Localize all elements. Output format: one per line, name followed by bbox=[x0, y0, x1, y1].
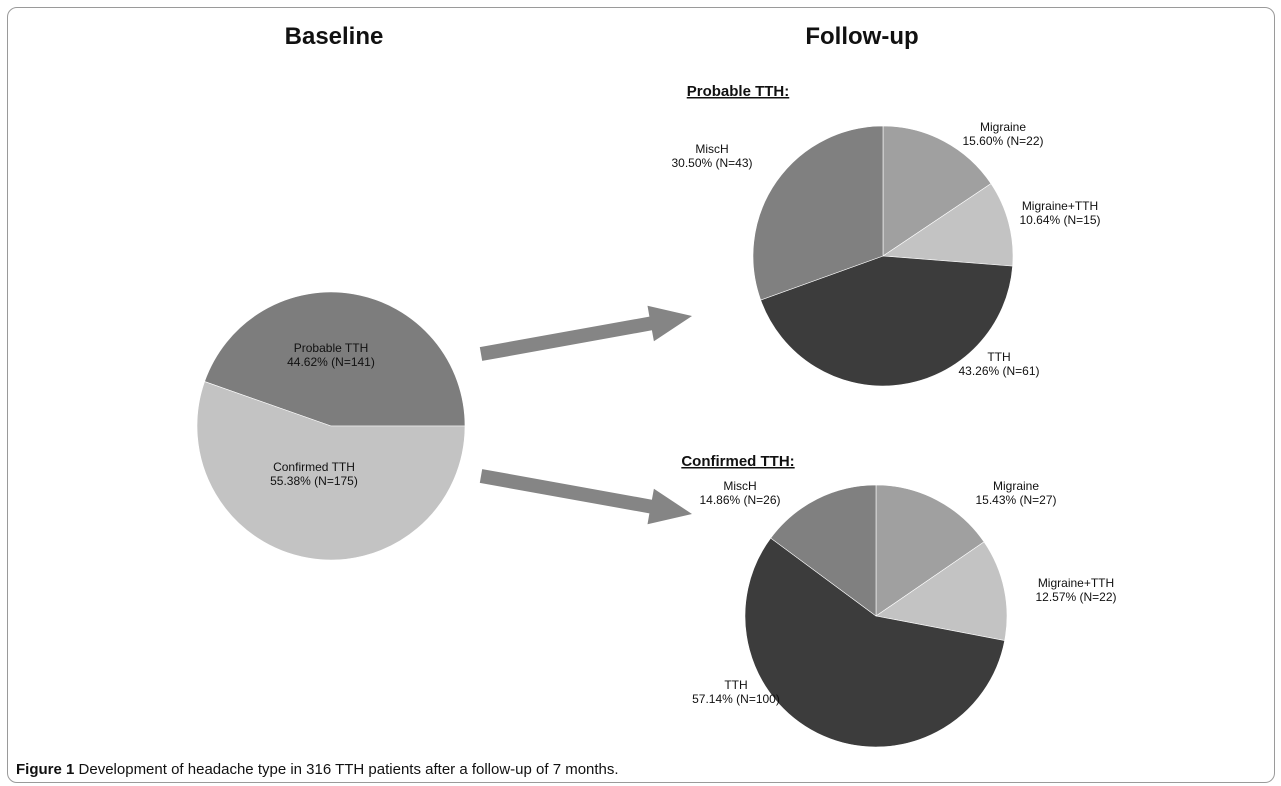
pie-1-slice-migraine bbox=[882, 125, 992, 257]
pie-1-value-migraine: 15.60% (N=22) bbox=[962, 134, 1043, 148]
baseline-heading: Baseline bbox=[285, 23, 384, 50]
followup-heading: Follow-up bbox=[805, 23, 918, 50]
pie-2-value-migraine: 15.43% (N=27) bbox=[975, 493, 1056, 507]
pie-2-value-misch: 14.86% (N=26) bbox=[699, 493, 780, 507]
pie-1-label-tth: TTH bbox=[987, 350, 1010, 364]
arrow-to-confirmed-tth bbox=[479, 469, 692, 525]
pie-0-value-confirmed-tth: 55.38% (N=175) bbox=[270, 474, 358, 488]
pie-2-label-tth: TTH bbox=[724, 678, 747, 692]
caption-text: Development of headache type in 316 TTH … bbox=[78, 761, 619, 778]
pie-2-value-migraine-tth: 12.57% (N=22) bbox=[1035, 590, 1116, 604]
pie-2-value-tth: 57.14% (N=100) bbox=[692, 692, 780, 706]
probable-tth-subtitle: Probable TTH: bbox=[687, 83, 790, 100]
pie-1-value-tth: 43.26% (N=61) bbox=[958, 364, 1039, 378]
arrows bbox=[479, 305, 692, 525]
pie-2-slice-migraine-tth bbox=[875, 541, 1008, 641]
confirmed-tth-subtitle: Confirmed TTH: bbox=[681, 453, 794, 470]
pie-1-value-misch: 30.50% (N=43) bbox=[671, 156, 752, 170]
pie-0-value-probable-tth: 44.62% (N=141) bbox=[287, 355, 375, 369]
arrow-to-probable-tth bbox=[479, 305, 692, 361]
caption-label: Figure 1 bbox=[16, 761, 75, 778]
pie-1-label-migraine-tth: Migraine+TTH bbox=[1022, 199, 1098, 213]
pie-0-slice-probable-tth bbox=[204, 291, 466, 427]
pie-0-label-probable-tth: Probable TTH bbox=[294, 341, 368, 355]
pies bbox=[196, 125, 1014, 748]
pie-2-slice-misch bbox=[770, 484, 877, 617]
pie-1-slice-misch bbox=[752, 125, 884, 301]
pie-0-slice-confirmed-tth bbox=[196, 381, 466, 561]
pie-2-label-migraine: Migraine bbox=[993, 479, 1039, 493]
pie-2-slice-migraine bbox=[875, 484, 985, 617]
pie-0-label-confirmed-tth: Confirmed TTH bbox=[273, 460, 355, 474]
pie-1-label-misch: MiscH bbox=[695, 142, 728, 156]
pie-2-label-migraine-tth: Migraine+TTH bbox=[1038, 576, 1114, 590]
pie-2-label-misch: MiscH bbox=[723, 479, 756, 493]
pie-2-slice-tth bbox=[744, 537, 1006, 748]
figure-caption: Figure 1 Development of headache type in… bbox=[16, 761, 619, 778]
pie-1-slice-migraine-tth bbox=[882, 183, 1014, 267]
pie-1-label-migraine: Migraine bbox=[980, 120, 1026, 134]
pie-1-value-migraine-tth: 10.64% (N=15) bbox=[1019, 213, 1100, 227]
pie-1-slice-tth bbox=[760, 255, 1013, 387]
